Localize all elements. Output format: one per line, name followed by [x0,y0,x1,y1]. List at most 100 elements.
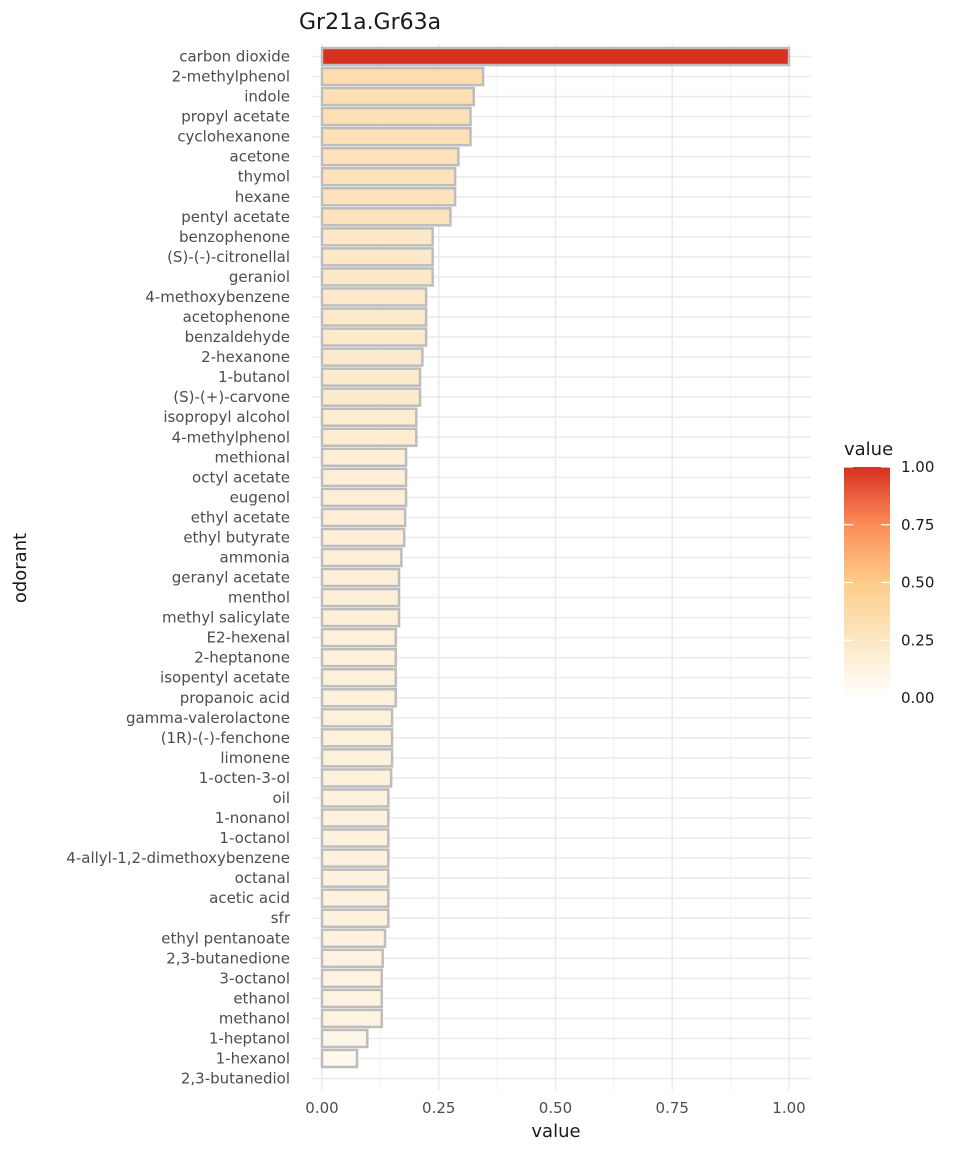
category-label: ethyl acetate [191,508,290,526]
bar [320,1008,384,1029]
x-axis-ticks: 0.00 0.25 0.50 0.75 1.00 [305,1099,805,1117]
bar [320,46,791,67]
bar [320,547,403,568]
y-axis-title: odorant [10,533,31,603]
bar [320,447,408,468]
legend-tick-label: 0.75 [901,516,934,534]
category-label: 1-hexanol [216,1050,290,1068]
bar [320,487,408,508]
bar [320,267,434,287]
bar [320,347,424,367]
category-label: (S)-(+)-carvone [173,388,290,406]
category-label: isopropyl alcohol [163,408,290,426]
bar [320,367,422,387]
category-label: 4-allyl-1,2-dimethoxybenzene [66,849,290,867]
category-label: acetic acid [209,889,290,907]
bar [320,146,460,167]
bar [320,66,485,87]
category-label: menthol [228,589,290,607]
category-label: propanoic acid [180,689,290,707]
bar [320,868,390,888]
category-label: gamma-valerolactone [126,709,290,727]
category-label: 1-nonanol [215,809,290,827]
category-label: 1-octanol [219,829,290,847]
bar [320,788,390,808]
bar [320,1048,359,1069]
x-tick-label: 0.00 [305,1099,338,1117]
x-tick-label: 0.25 [422,1099,455,1117]
bar [320,387,422,407]
category-label: methyl salicylate [162,609,290,627]
bar [320,567,401,588]
bar [320,327,428,347]
color-legend: value 1.00 0.75 0.50 0.25 0.00 [844,439,934,707]
category-label: ethyl pentanoate [161,929,290,947]
bar [320,627,398,648]
category-label: 2-heptanone [194,649,290,667]
category-label: thymol [238,168,290,186]
category-label: eugenol [230,488,290,506]
bar [320,667,398,688]
bars [320,46,791,1069]
legend-tick-label: 0.25 [901,631,934,649]
bar [320,1028,369,1049]
bar [320,828,390,848]
legend-ticks: 1.00 0.75 0.50 0.25 0.00 [844,458,934,707]
bar [320,728,394,748]
category-label: carbon dioxide [179,48,290,66]
category-label: methional [215,448,290,466]
bar [320,207,452,227]
bar [320,86,476,107]
category-label: cyclohexanone [177,128,290,146]
bar [320,607,401,628]
legend-title: value [844,439,893,460]
bar [320,968,384,989]
category-label: ammonia [220,549,290,567]
category-label: indole [244,88,290,106]
bar [320,106,472,127]
bar [320,427,418,448]
x-axis-title: value [531,1121,580,1142]
category-label: propyl acetate [181,108,290,126]
bar [320,647,398,668]
category-label: hexane [235,188,290,206]
bar [320,407,418,427]
category-label: 1-butanol [218,368,290,386]
category-label: 3-octanol [219,969,290,987]
bar [320,187,457,207]
bar [320,507,407,528]
category-labels: carbon dioxide 2-methylphenol indole propyl… [66,48,291,1088]
category-label: ethanol [233,989,290,1007]
bar [320,126,472,147]
category-label: E2-hexenal [207,629,290,647]
category-label: geraniol [229,268,290,286]
category-label: oil [272,789,290,807]
bar [320,587,401,608]
category-label: isopentyl acetate [160,669,290,687]
bar [320,307,428,327]
category-label: benzaldehyde [185,328,290,346]
bar [320,888,390,908]
category-label: limonene [220,749,290,767]
category-label: methanol [219,1009,290,1027]
category-label: 1-heptanol [209,1029,290,1047]
bar [320,808,390,828]
category-label: sfr [271,909,291,927]
legend-tick-label: 1.00 [901,458,934,476]
category-label: 4-methylphenol [172,428,290,446]
bar [320,688,398,708]
bar [320,848,390,868]
category-label: (S)-(-)-citronellal [167,248,290,266]
x-tick-label: 1.00 [772,1099,805,1117]
bar [320,908,390,928]
bar [320,928,387,949]
category-label: pentyl acetate [181,208,290,226]
legend-tick-label: 0.00 [901,689,934,707]
bar [320,988,384,1009]
category-label: 2,3-butanediol [181,1070,290,1088]
legend-tick-label: 0.50 [901,574,934,592]
category-label: geranyl acetate [172,569,290,587]
bar [320,247,434,267]
category-label: octyl acetate [192,468,290,486]
